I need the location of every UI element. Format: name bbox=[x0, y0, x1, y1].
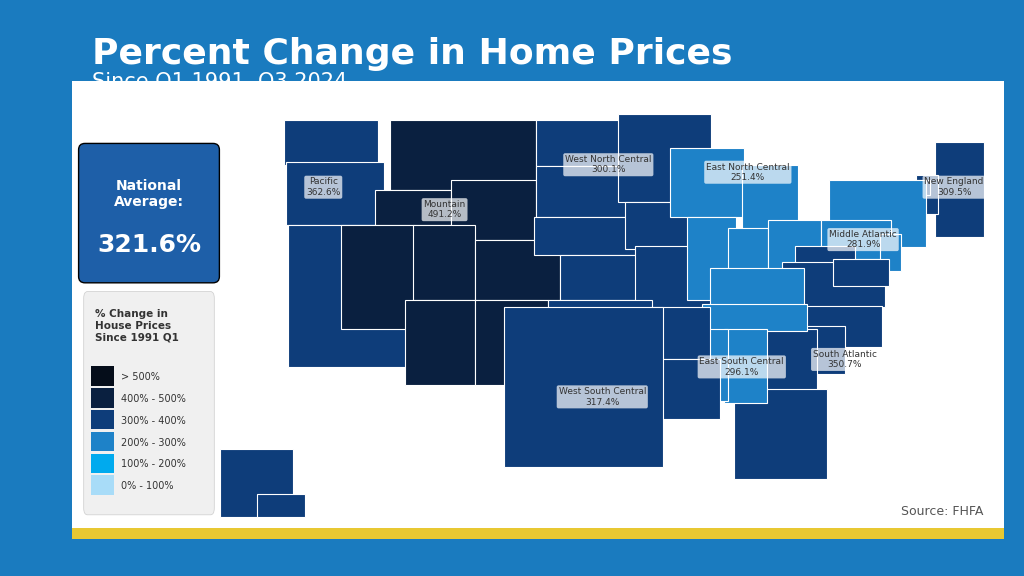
Polygon shape bbox=[536, 166, 628, 217]
Text: New England
309.5%: New England 309.5% bbox=[925, 177, 984, 197]
Polygon shape bbox=[404, 300, 475, 385]
Polygon shape bbox=[475, 240, 560, 300]
Polygon shape bbox=[880, 234, 901, 271]
Bar bbox=[91, 388, 115, 408]
Polygon shape bbox=[906, 180, 930, 195]
Polygon shape bbox=[820, 220, 891, 259]
Polygon shape bbox=[685, 329, 728, 401]
Polygon shape bbox=[833, 259, 889, 286]
Polygon shape bbox=[286, 162, 384, 225]
Polygon shape bbox=[768, 220, 820, 279]
Polygon shape bbox=[288, 225, 413, 367]
Polygon shape bbox=[741, 165, 798, 229]
Text: 300% - 400%: 300% - 400% bbox=[121, 416, 185, 426]
Text: Mountain
491.2%: Mountain 491.2% bbox=[424, 200, 466, 219]
Polygon shape bbox=[451, 180, 536, 240]
Polygon shape bbox=[916, 175, 938, 214]
Polygon shape bbox=[796, 245, 855, 297]
Polygon shape bbox=[734, 389, 826, 479]
FancyBboxPatch shape bbox=[79, 143, 219, 283]
Bar bbox=[91, 475, 115, 495]
Polygon shape bbox=[220, 449, 293, 517]
Bar bbox=[91, 431, 115, 452]
Text: 200% - 300%: 200% - 300% bbox=[121, 438, 185, 448]
Polygon shape bbox=[618, 114, 712, 202]
Polygon shape bbox=[536, 120, 626, 166]
Polygon shape bbox=[759, 329, 817, 399]
Polygon shape bbox=[560, 255, 649, 300]
Polygon shape bbox=[341, 225, 415, 329]
Text: West South Central
317.4%: West South Central 317.4% bbox=[558, 387, 646, 407]
Polygon shape bbox=[701, 304, 807, 331]
Polygon shape bbox=[687, 217, 735, 300]
Polygon shape bbox=[774, 305, 883, 347]
Text: Source: FHFA: Source: FHFA bbox=[901, 505, 983, 518]
Text: Since Q1 1991, Q3 2024: Since Q1 1991, Q3 2024 bbox=[92, 72, 347, 92]
Text: 100% - 200%: 100% - 200% bbox=[121, 460, 185, 469]
Polygon shape bbox=[635, 245, 717, 314]
Text: % Change in
House Prices
Since 1991 Q1: % Change in House Prices Since 1991 Q1 bbox=[95, 309, 179, 342]
Polygon shape bbox=[257, 494, 305, 517]
Text: 400% - 500%: 400% - 500% bbox=[121, 394, 185, 404]
Polygon shape bbox=[785, 327, 845, 374]
Text: West North Central
300.1%: West North Central 300.1% bbox=[565, 155, 651, 175]
Bar bbox=[91, 410, 115, 430]
Polygon shape bbox=[626, 202, 705, 249]
Polygon shape bbox=[413, 225, 475, 300]
Text: Pacific
362.6%: Pacific 362.6% bbox=[306, 177, 340, 197]
Text: > 500%: > 500% bbox=[121, 372, 160, 382]
Polygon shape bbox=[711, 268, 804, 307]
Polygon shape bbox=[548, 300, 652, 350]
Polygon shape bbox=[829, 180, 926, 247]
FancyBboxPatch shape bbox=[84, 291, 214, 515]
Polygon shape bbox=[649, 307, 711, 359]
Bar bbox=[91, 366, 115, 386]
Polygon shape bbox=[390, 120, 536, 190]
Polygon shape bbox=[935, 142, 984, 237]
Polygon shape bbox=[535, 217, 641, 255]
Text: East South Central
296.1%: East South Central 296.1% bbox=[699, 357, 784, 377]
Polygon shape bbox=[285, 120, 378, 165]
Polygon shape bbox=[724, 329, 767, 403]
Text: Middle Atlantic
281.9%: Middle Atlantic 281.9% bbox=[829, 230, 897, 249]
Text: 321.6%: 321.6% bbox=[97, 233, 201, 257]
Polygon shape bbox=[504, 307, 663, 467]
Polygon shape bbox=[656, 359, 720, 419]
Text: East North Central
251.4%: East North Central 251.4% bbox=[706, 162, 790, 182]
Polygon shape bbox=[475, 300, 548, 385]
Polygon shape bbox=[670, 148, 744, 217]
Bar bbox=[91, 453, 115, 473]
Text: National
Average:: National Average: bbox=[114, 179, 184, 209]
Polygon shape bbox=[781, 262, 885, 307]
Text: Percent Change in Home Prices: Percent Change in Home Prices bbox=[92, 37, 732, 71]
Text: 0% - 100%: 0% - 100% bbox=[121, 482, 173, 491]
Text: South Atlantic
350.7%: South Atlantic 350.7% bbox=[813, 350, 877, 369]
Polygon shape bbox=[728, 228, 768, 287]
Polygon shape bbox=[376, 190, 451, 225]
